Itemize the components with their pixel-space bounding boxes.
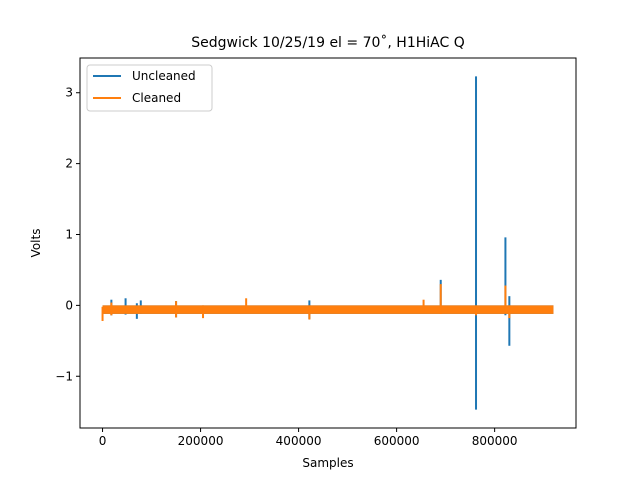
x-axis-label: Samples bbox=[302, 456, 353, 470]
x-tick-label: 0 bbox=[99, 434, 107, 448]
plot-background bbox=[80, 58, 576, 428]
y-tick-label: 0 bbox=[65, 298, 73, 312]
x-tick-label: 200000 bbox=[178, 434, 224, 448]
chart-title: Sedgwick 10/25/19 el = 70˚, H1HiAC Q bbox=[191, 34, 464, 51]
y-tick-label: 2 bbox=[65, 157, 73, 171]
y-axis: −1 0 1 2 3 bbox=[55, 86, 80, 383]
legend-label-uncleaned: Uncleaned bbox=[132, 69, 196, 83]
plot-frame bbox=[79, 57, 577, 429]
legend-label-cleaned: Cleaned bbox=[132, 91, 181, 105]
x-tick-label: 400000 bbox=[276, 434, 322, 448]
y-tick-label: 3 bbox=[65, 86, 73, 100]
y-axis-label: Volts bbox=[29, 229, 43, 258]
y-tick-label: 1 bbox=[65, 227, 73, 241]
series-layer bbox=[101, 76, 554, 410]
legend: Uncleaned Cleaned bbox=[86, 64, 213, 112]
y-tick-label: −1 bbox=[55, 369, 73, 383]
series-band bbox=[102, 305, 554, 314]
x-tick-label: 800000 bbox=[472, 434, 518, 448]
x-tick-label: 600000 bbox=[374, 434, 420, 448]
plot-area bbox=[79, 57, 577, 429]
series-cleaned bbox=[101, 284, 554, 321]
x-axis: 0 200000 400000 600000 800000 bbox=[99, 428, 518, 448]
